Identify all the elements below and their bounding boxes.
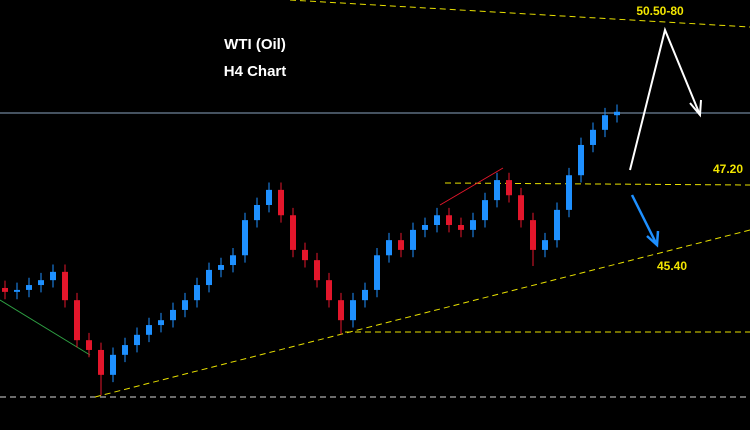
candle-body	[434, 215, 440, 226]
level-label: 45.40	[657, 259, 687, 273]
upper-trend-line	[289, 0, 750, 28]
candle-body	[554, 209, 560, 241]
candle-body	[86, 340, 92, 350]
channel-line	[439, 167, 504, 206]
candle-body	[602, 115, 608, 130]
candle-body	[266, 189, 272, 205]
candle-body	[146, 325, 152, 335]
chart-subtitle: H4 Chart	[224, 63, 287, 80]
candle-body	[158, 320, 164, 326]
candle-body	[590, 129, 596, 145]
arrow-head	[689, 99, 702, 118]
channel-line	[0, 299, 91, 356]
candle-body	[494, 180, 500, 201]
level-label: 47.20	[713, 162, 743, 176]
candle-body	[530, 220, 536, 250]
scenario-arrow	[630, 194, 659, 246]
candle-body	[542, 240, 548, 250]
candle-body	[374, 255, 380, 290]
level-label: 50.50-80	[636, 4, 684, 18]
candle-body	[398, 240, 404, 250]
candle-body	[338, 300, 344, 321]
candle-body	[194, 285, 200, 301]
candle-body	[254, 204, 260, 221]
candle-body	[14, 289, 20, 292]
rising-trend-line	[94, 229, 750, 398]
candle-body	[110, 354, 116, 375]
candle-body	[38, 280, 44, 286]
candle-body	[314, 260, 320, 281]
candle-body	[482, 200, 488, 221]
candle-body	[470, 220, 476, 230]
candle-body	[386, 240, 392, 256]
candle-body	[2, 287, 8, 292]
chart-title: WTI (Oil)	[224, 36, 286, 53]
arrow-head	[646, 230, 660, 248]
candle-body	[206, 269, 212, 286]
candle-body	[326, 280, 332, 301]
candle-body	[170, 309, 176, 321]
candle-body	[278, 189, 284, 216]
candle-body	[242, 220, 248, 256]
candle-body	[182, 300, 188, 310]
candle-body	[98, 349, 104, 375]
candle-body	[446, 215, 452, 226]
candle-body	[122, 345, 128, 355]
candle-body	[422, 225, 428, 230]
scenario-arrow	[629, 26, 701, 171]
candle-body	[458, 225, 464, 230]
candle-body	[566, 175, 572, 210]
drawing-tools	[0, 0, 750, 398]
candle-body	[302, 249, 308, 261]
candle-body	[290, 215, 296, 250]
candle-body	[614, 111, 620, 116]
candle-body	[578, 144, 584, 176]
candle-body	[62, 271, 68, 301]
candle-body	[74, 300, 80, 341]
candle-body	[362, 289, 368, 301]
candle-body	[26, 285, 32, 290]
candle-body	[410, 229, 416, 250]
candles	[2, 104, 620, 396]
candle-body	[518, 195, 524, 221]
candle-body	[506, 180, 512, 196]
candle-body	[50, 271, 56, 281]
candle-body	[218, 265, 224, 270]
candle-body	[230, 255, 236, 266]
candle-body	[350, 300, 356, 321]
candle-body	[134, 334, 140, 346]
